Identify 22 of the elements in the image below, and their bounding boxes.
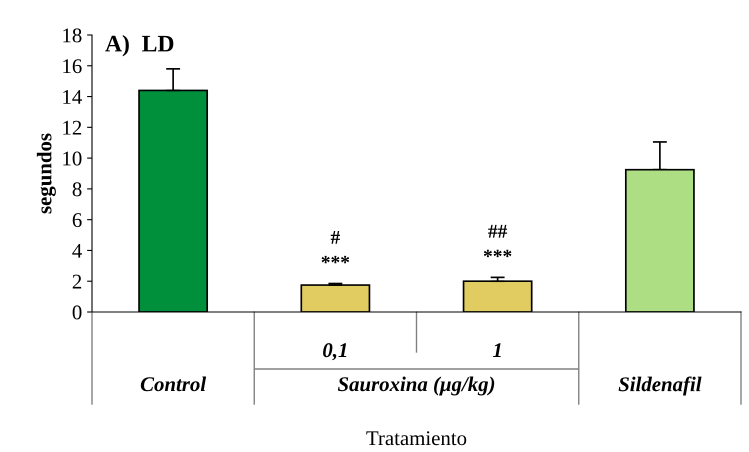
y-tick-label: 2	[72, 274, 82, 288]
chart-title: A) LD	[105, 35, 174, 56]
y-tick-label: 8	[72, 182, 82, 196]
y-axis-title: segundos	[36, 133, 56, 214]
y-tick-label: 6	[72, 213, 82, 228]
y-tick-label: 18	[63, 28, 82, 42]
text: Sauroxina (μg/kg)	[338, 376, 494, 396]
x-tick-label: 1	[492, 343, 501, 358]
y-tick-label: 10	[63, 151, 82, 166]
x-axis-title: Tratamiento	[366, 431, 466, 446]
annotation: ##	[488, 224, 508, 238]
annotation: ***	[484, 250, 512, 258]
y-tick-label: 0	[72, 305, 82, 320]
annotation: ***	[322, 256, 350, 264]
x-tick-label: 0,1	[323, 343, 346, 360]
y-tick-label: 16	[63, 59, 82, 74]
x-tick-label: Sildenafil	[618, 376, 702, 396]
y-tick-label: 14	[63, 90, 82, 104]
y-tick-label: 12	[63, 120, 82, 135]
annotation: #	[330, 231, 340, 244]
x-tick-label: Control	[140, 376, 206, 392]
y-tick-label: 4	[72, 244, 82, 258]
